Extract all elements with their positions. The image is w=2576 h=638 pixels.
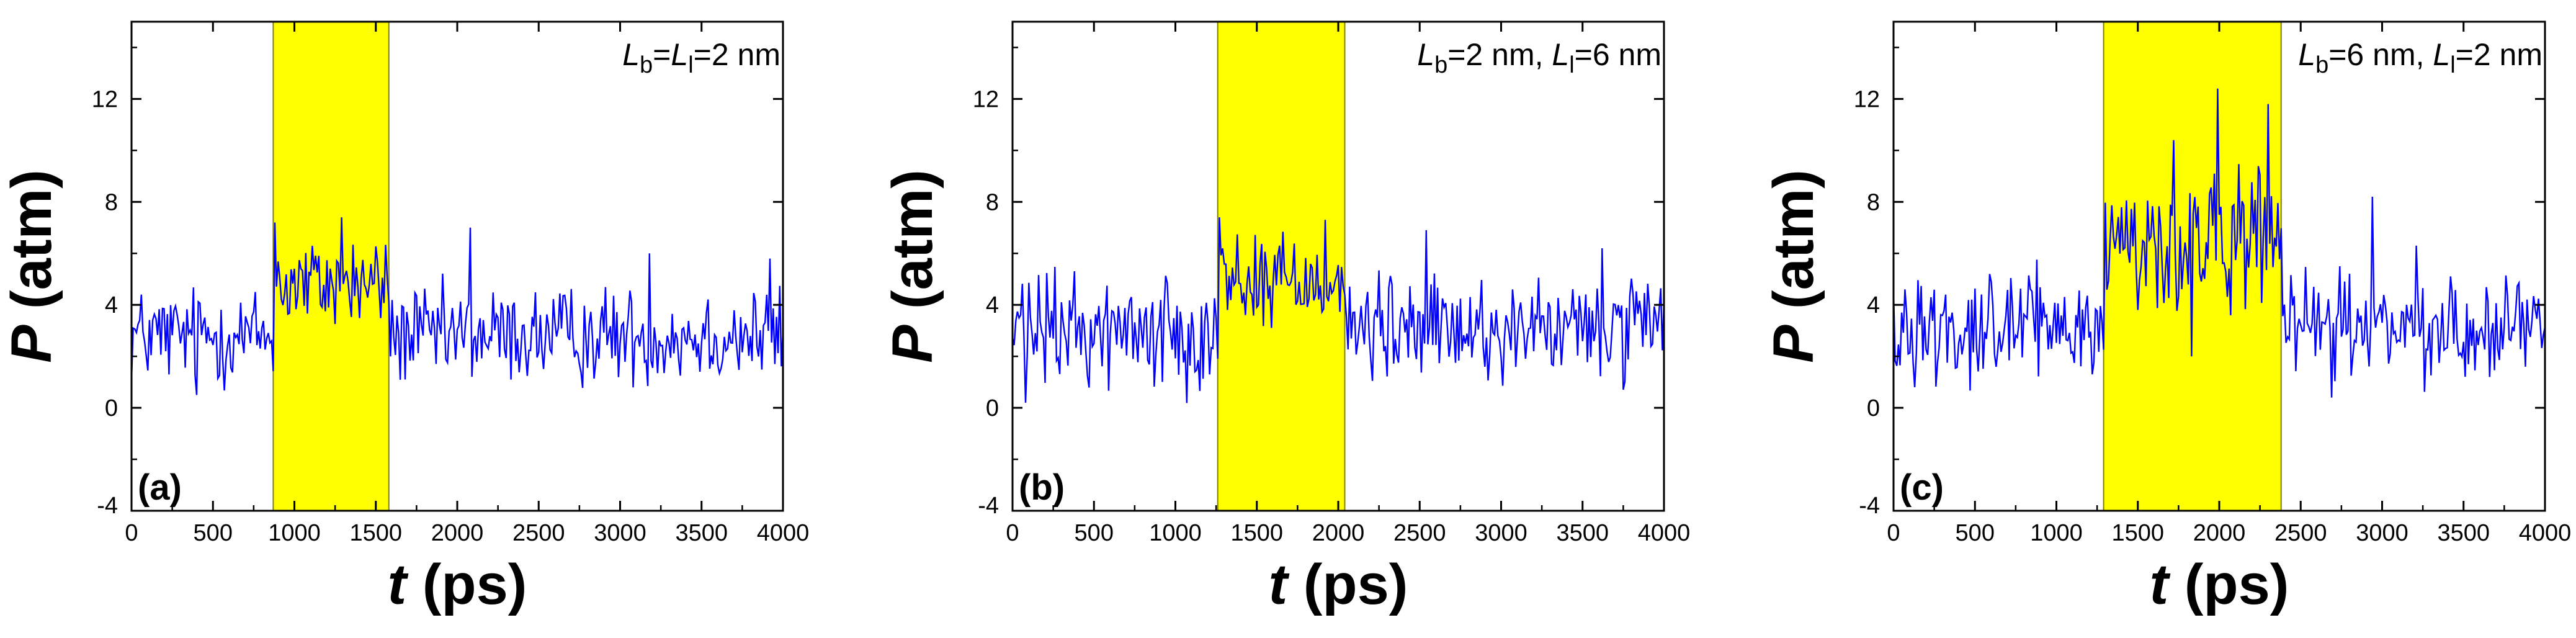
- y-tick-label: 8: [1867, 189, 1880, 215]
- y-tick-label: 0: [1867, 395, 1880, 421]
- pressure-series-line: [1892, 88, 2546, 398]
- y-tick-label: 0: [105, 395, 118, 421]
- y-tick-label: -4: [97, 493, 118, 519]
- y-tick-label: 4: [1867, 292, 1880, 318]
- panel-c: 0 500 1000 1500 2000 2500 3000 3500 4000 -4 0 4 8 12 t…: [1762, 20, 2572, 616]
- parameter-annotation: Lb=6 nm, Ll=2 nm: [2298, 37, 2542, 78]
- x-tick-label: 1500: [2111, 520, 2164, 546]
- x-tick-label: 2500: [512, 520, 565, 546]
- x-tick-label: 3000: [1475, 520, 1527, 546]
- pressure-series-line: [1011, 217, 1665, 403]
- x-tick-label: 0: [1006, 520, 1019, 546]
- y-tick-label: 8: [986, 189, 999, 215]
- x-tick-label: 2500: [2274, 520, 2327, 546]
- panel-b: 0 500 1000 1500 2000 2500 3000 3500 4000 -4 0 4 8 12 t…: [881, 20, 1691, 616]
- y-tick-label: 4: [105, 292, 118, 318]
- panel-label: (c): [1900, 467, 1944, 508]
- x-tick-label: 4000: [757, 520, 810, 546]
- x-axis-label: t (ps): [2150, 553, 2289, 616]
- x-tick-label: 2000: [2193, 520, 2246, 546]
- x-tick-label: 4000: [1638, 520, 1691, 546]
- y-tick-label: 12: [92, 86, 118, 112]
- x-axis-label: t (ps): [1269, 553, 1408, 616]
- y-tick-label: 4: [986, 292, 999, 318]
- x-tick-label: 1000: [2030, 520, 2083, 546]
- parameter-annotation: Lb=2 nm, Ll=6 nm: [1417, 37, 1661, 78]
- x-tick-label: 1000: [1149, 520, 1202, 546]
- x-tick-label: 4000: [2519, 520, 2572, 546]
- x-tick-label: 3500: [1556, 520, 1609, 546]
- x-tick-label: 1500: [349, 520, 402, 546]
- y-tick-label: 0: [986, 395, 999, 421]
- panel-label: (b): [1019, 467, 1065, 508]
- y-axis-label: P (atm): [881, 169, 944, 363]
- x-tick-label: 1000: [268, 520, 321, 546]
- y-axis-label: P (atm): [1762, 169, 1825, 363]
- x-tick-label: 500: [194, 520, 233, 546]
- parameter-annotation: Lb=Ll=2 nm: [622, 37, 780, 78]
- y-tick-label: -4: [1859, 493, 1880, 519]
- x-tick-label: 3000: [2356, 520, 2408, 546]
- panel-a: 0 500 1000 1500 2000 2500 3000 3500 4000 -4 0 4 8 12 t…: [0, 20, 810, 616]
- x-axis-label: t (ps): [388, 553, 527, 616]
- x-tick-label: 1500: [1230, 520, 1283, 546]
- x-tick-label: 3000: [594, 520, 646, 546]
- x-tick-label: 0: [125, 520, 138, 546]
- x-tick-label: 2000: [1312, 520, 1365, 546]
- y-tick-label: -4: [978, 493, 999, 519]
- y-tick-label: 12: [973, 86, 999, 112]
- x-tick-label: 500: [1956, 520, 1995, 546]
- plot-frame: [130, 20, 784, 512]
- y-tick-label: 8: [105, 189, 118, 215]
- x-tick-label: 3500: [675, 520, 728, 546]
- x-tick-label: 500: [1075, 520, 1114, 546]
- highlight-region: [272, 21, 390, 511]
- x-tick-label: 2000: [431, 520, 484, 546]
- x-tick-label: 0: [1887, 520, 1900, 546]
- pressure-series-line: [130, 217, 784, 395]
- y-tick-label: 12: [1854, 86, 1880, 112]
- y-axis-label: P (atm): [0, 169, 63, 363]
- x-tick-label: 2500: [1393, 520, 1446, 546]
- panel-label: (a): [138, 467, 182, 508]
- x-tick-label: 3500: [2437, 520, 2490, 546]
